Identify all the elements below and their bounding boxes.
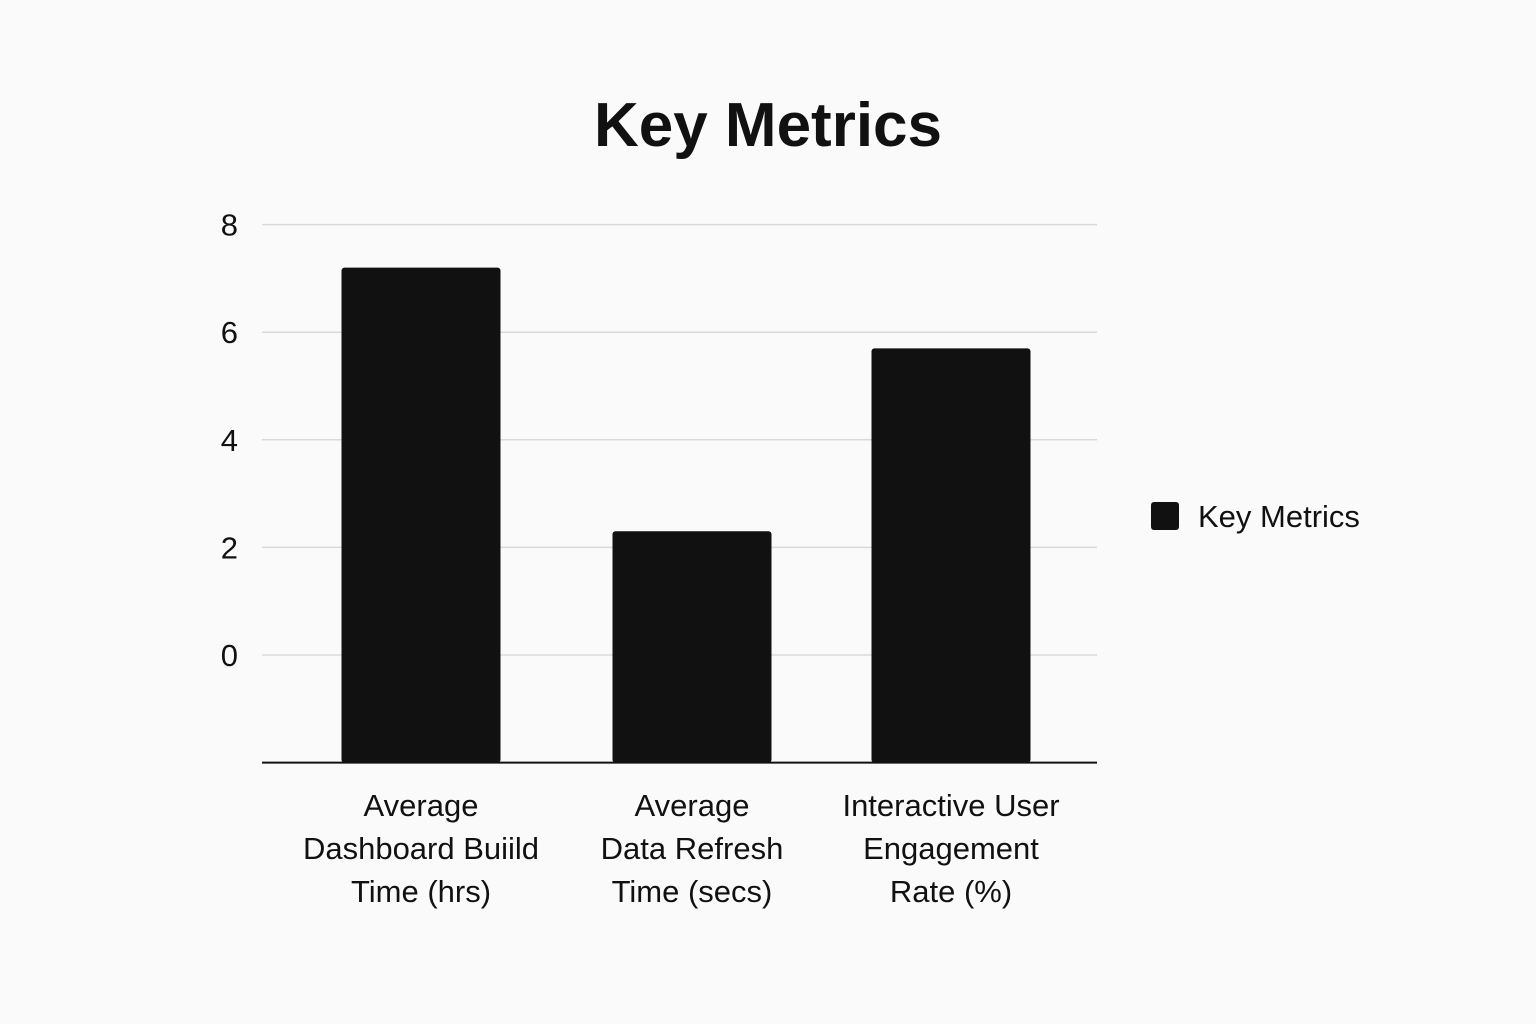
- bar: [341, 267, 501, 763]
- legend: Key Metrics: [1151, 499, 1360, 534]
- x-category-label: Interactive User: [842, 788, 1059, 823]
- x-category-label: Data Refresh: [601, 831, 784, 866]
- y-axis-ticks: 8 6 4 2 0: [221, 208, 238, 673]
- bars: [341, 267, 1031, 763]
- x-axis-categories: Average Dashboard Buiild Time (hrs) Average…: [303, 788, 1060, 909]
- y-tick-label: 0: [221, 638, 238, 673]
- bar: [612, 531, 772, 763]
- x-category-label: Dashboard Buiild: [303, 831, 539, 866]
- bar: [871, 348, 1031, 763]
- legend-swatch: [1151, 502, 1179, 530]
- y-tick-label: 4: [221, 423, 238, 458]
- x-category-label: Time (secs): [612, 874, 773, 909]
- x-category-label: Average: [635, 788, 750, 823]
- y-tick-label: 8: [221, 208, 238, 243]
- x-category-label: Engagement: [863, 831, 1039, 866]
- x-category-label: Rate (%): [890, 874, 1012, 909]
- y-tick-label: 2: [221, 530, 238, 565]
- legend-label: Key Metrics: [1198, 499, 1360, 534]
- x-category-label: Average: [364, 788, 479, 823]
- chart-title: Key Metrics: [594, 91, 942, 160]
- y-tick-label: 6: [221, 315, 238, 350]
- x-category-label: Time (hrs): [351, 874, 491, 909]
